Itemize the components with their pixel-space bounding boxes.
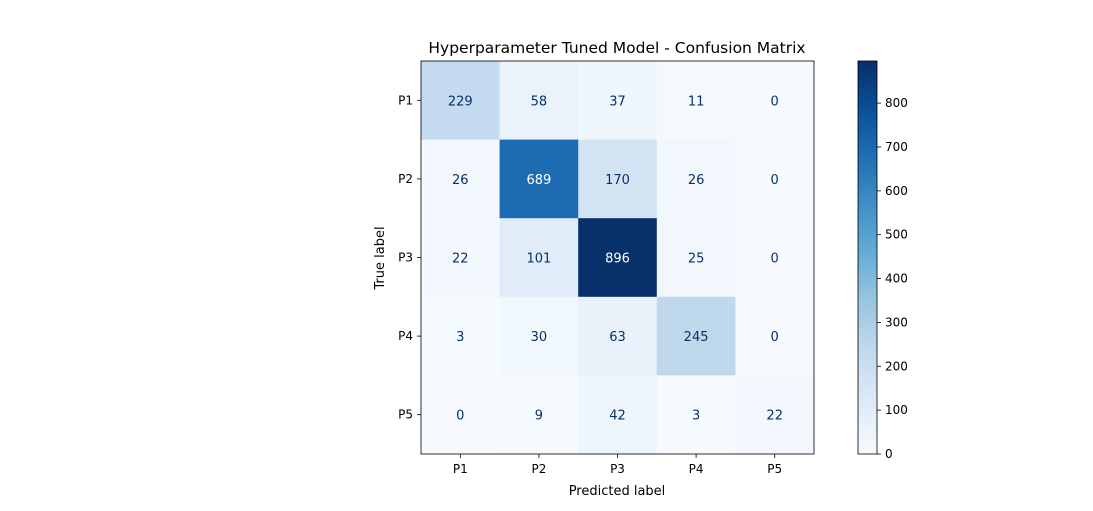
cell-value-label: 37 [609,94,626,109]
colorbar-tick-label: 500 [885,228,908,242]
cell-value-label: 63 [609,330,626,345]
cell-value-label: 11 [688,94,705,109]
heatmap-cell [735,296,815,376]
heatmap-cell [421,218,501,298]
x-tick-label: P2 [531,462,546,476]
heatmap-cell [499,61,579,141]
colorbar-tick-label: 300 [885,315,908,329]
cell-value-label: 0 [771,94,779,109]
heatmap-cell [499,218,579,298]
cell-value-label: 22 [452,252,469,267]
cell-value-label: 42 [609,409,626,424]
x-axis-ticks: P1 P2 P3 P4 P5 [453,454,782,476]
cell-value-label: 896 [605,252,630,267]
heatmap-cell [735,61,815,141]
colorbar-tick-label: 400 [885,272,908,286]
heatmap-cell [499,296,579,376]
cell-value-label: 25 [688,252,705,267]
cell-value-label: 26 [452,173,469,188]
y-tick-label: P3 [398,251,413,265]
cell-value-label: 0 [771,173,779,188]
colorbar-tick-label: 800 [885,96,908,110]
heatmap-cell [656,139,736,219]
heatmap-cell [421,139,501,219]
cell-value-label: 3 [456,330,464,345]
cell-value-label: 3 [692,409,700,424]
colorbar-tick-label: 200 [885,359,908,373]
cell-value-label: 0 [456,409,464,424]
cell-value-label: 58 [531,94,548,109]
cell-value-label: 30 [531,330,548,345]
x-tick-label: P4 [689,462,704,476]
heatmap-cell [421,61,501,141]
y-tick-label: P5 [398,408,413,422]
heatmap-cell [735,139,815,219]
heatmap-cell [735,375,815,455]
heatmap-cell [735,218,815,298]
chart-title: Hyperparameter Tuned Model - Confusion M… [428,39,805,57]
colorbar: 0 100 200 300 400 500 600 700 800 [857,60,908,461]
heatmap-cell [421,296,501,376]
colorbar-tick-label: 600 [885,184,908,198]
x-tick-label: P5 [767,462,782,476]
cell-value-label: 245 [684,330,709,345]
colorbar-tick-label: 100 [885,403,908,417]
cell-value-label: 0 [771,252,779,267]
cell-value-label: 689 [526,173,551,188]
y-axis-label: True label [373,226,388,290]
heatmap-cell [656,218,736,298]
cell-value-label: 170 [605,173,630,188]
cell-value-label: 0 [771,330,779,345]
heatmap-cell [656,296,736,376]
heatmap-cell [578,296,658,376]
x-tick-label: P3 [610,462,625,476]
cell-value-label: 101 [526,252,551,267]
heatmap-cell [499,375,579,455]
y-tick-label: P4 [398,329,413,343]
heatmap-cell [578,139,658,219]
y-axis-ticks: P1 P2 P3 P4 P5 [398,93,421,422]
x-tick-label: P1 [453,462,468,476]
colorbar-gradient [858,61,877,454]
cell-value-label: 229 [448,94,473,109]
heatmap-cell [499,139,579,219]
heatmap-cell [578,218,658,298]
heatmap-cell [656,375,736,455]
y-tick-label: P1 [398,93,413,107]
heatmap-cell [656,61,736,141]
heatmap-cells: 229 58 37 11 026 689 170 26 022 101 896 25 03 30 63 245… [421,61,815,455]
x-axis-label: Predicted label [569,484,666,499]
colorbar-ticks: 0 100 200 300 400 500 600 700 800 [877,96,908,461]
colorbar-tick-label: 700 [885,140,908,154]
cell-value-label: 9 [535,409,543,424]
cell-value-label: 22 [766,409,783,424]
cell-value-label: 26 [688,173,705,188]
colorbar-frame [857,60,878,455]
heatmap-cell [421,375,501,455]
colorbar-tick-label: 0 [885,447,893,461]
heatmap-cell [578,375,658,455]
y-tick-label: P2 [398,172,413,186]
heatmap-cell [578,61,658,141]
